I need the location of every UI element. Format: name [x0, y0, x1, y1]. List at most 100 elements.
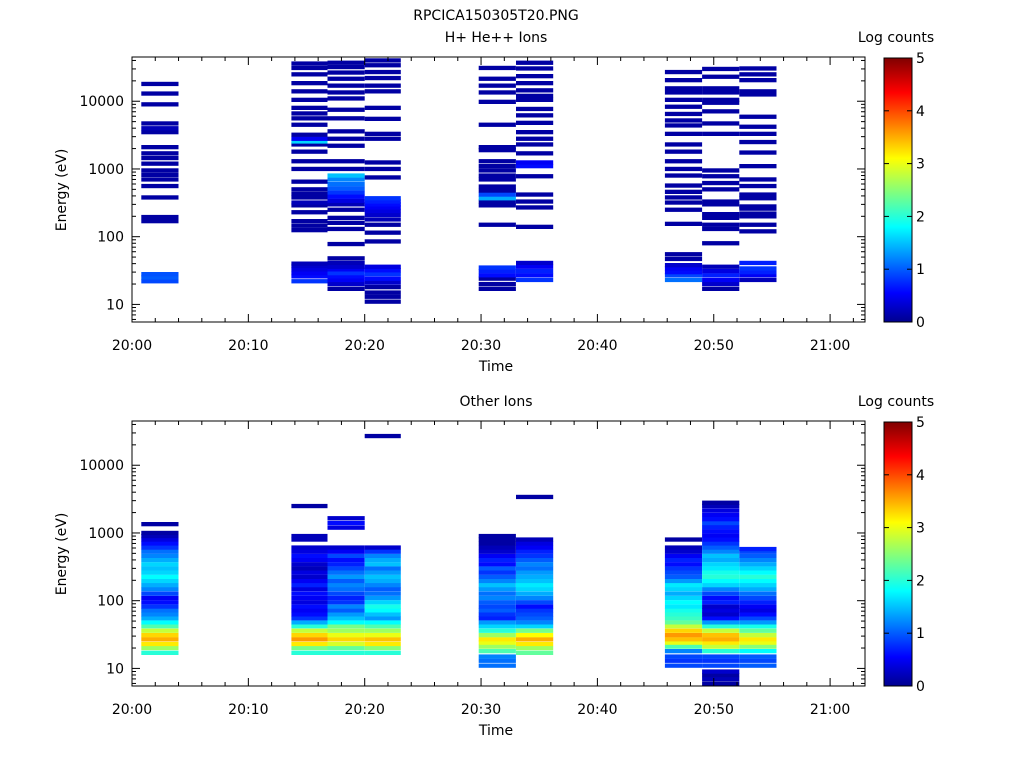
- spectrogram-cell: [364, 557, 401, 563]
- spectrogram-cell: [739, 277, 777, 283]
- spectrogram-cell: [327, 70, 365, 75]
- spectrogram-cell: [664, 78, 703, 83]
- y-tick-label: 100: [97, 230, 124, 246]
- spectrogram-cell: [664, 183, 703, 188]
- spectrogram-cell: [291, 203, 328, 208]
- spectrogram-cell: [327, 83, 365, 88]
- spectrogram-cell: [702, 174, 740, 179]
- spectrogram-cell: [291, 65, 328, 71]
- spectrogram-cell: [291, 81, 328, 86]
- spectrogram-cell: [291, 553, 328, 558]
- spectrogram-cell: [141, 102, 179, 107]
- spectrogram-cell: [478, 562, 516, 567]
- spectrogram-cell: [364, 612, 401, 617]
- spectrogram-cell: [291, 271, 328, 276]
- x-tick-label: 21:00: [810, 338, 850, 354]
- spectrogram-cell: [702, 624, 740, 629]
- spectrogram-cell: [702, 663, 740, 668]
- spectrogram-cell: [364, 89, 401, 94]
- spectrogram-cell: [364, 433, 401, 439]
- panel-title: H+ He++ Ions: [445, 30, 548, 46]
- spectrogram-cell: [364, 222, 401, 227]
- spectrogram-cell: [478, 604, 516, 609]
- spectrogram-cell: [702, 640, 740, 645]
- spectrogram-cell: [478, 148, 516, 153]
- spectrogram-cell: [516, 264, 554, 269]
- spectrogram-cell: [478, 553, 516, 558]
- spectrogram-cell: [327, 226, 365, 232]
- spectrogram-cell: [478, 649, 516, 654]
- spectrogram-cell: [478, 99, 516, 104]
- spectrogram-cell: [702, 226, 740, 232]
- spectrogram-cell: [664, 252, 703, 257]
- spectrogram-cell: [516, 616, 554, 621]
- spectrogram-cell: [702, 241, 740, 246]
- spectrogram-cell: [664, 104, 703, 109]
- colorbar-tick-label: 4: [916, 468, 925, 484]
- spectrogram-cell: [664, 600, 703, 605]
- x-tick-label: 20:00: [112, 702, 152, 718]
- spectrogram-cell: [291, 570, 328, 575]
- spectrogram-cell: [141, 145, 179, 150]
- colorbar-tick-label: 2: [916, 209, 925, 225]
- spectrogram-cell: [327, 198, 365, 203]
- spectrogram-cell: [739, 72, 777, 77]
- spectrogram-cell: [478, 640, 516, 645]
- spectrogram-cell: [664, 566, 703, 571]
- spectrogram-cell: [327, 107, 365, 112]
- spectrogram-cell: [516, 620, 554, 625]
- spectrogram-cell: [478, 658, 516, 663]
- spectrogram-cell: [478, 173, 516, 178]
- spectrogram-cell: [664, 277, 703, 283]
- spectrogram-cell: [664, 131, 703, 136]
- spectrogram-cell: [364, 545, 401, 550]
- spectrogram-cell: [478, 633, 516, 638]
- spectrogram-cell: [478, 654, 516, 659]
- spectrogram-cell: [739, 654, 777, 659]
- spectrogram-cell: [327, 620, 365, 625]
- spectrogram-cell: [664, 637, 703, 642]
- spectrogram-cell: [291, 600, 328, 605]
- spectrogram-cell: [364, 620, 401, 625]
- spectrogram-cell: [516, 199, 554, 204]
- spectrogram-cell: [364, 600, 401, 605]
- spectrogram-cell: [702, 557, 740, 563]
- spectrogram-cell: [291, 545, 328, 550]
- axes: 20:00 20:10 20:20 20:30 20:40 20:50 21:00 10 100…: [79, 57, 865, 354]
- spectrogram-cell: [291, 591, 328, 596]
- spectrogram-cell: [364, 202, 401, 207]
- spectrogram-cells: [141, 433, 777, 686]
- spectrogram-cell: [702, 578, 740, 584]
- spectrogram-cell: [478, 168, 516, 173]
- spectrogram-cell: [664, 587, 703, 592]
- spectrogram-cell: [327, 90, 365, 95]
- spectrogram-cell: [327, 587, 365, 592]
- spectrogram-cell: [327, 159, 365, 164]
- spectrogram-cell: [739, 570, 777, 575]
- spectrogram-cell: [702, 90, 740, 95]
- spectrogram-cell: [364, 196, 401, 201]
- spectrogram-cell: [739, 595, 777, 601]
- spectrogram-cell: [327, 616, 365, 621]
- spectrogram-cell: [478, 145, 516, 150]
- colorbar-tick-label: 5: [916, 415, 925, 431]
- spectrogram-cell: [664, 221, 703, 226]
- spectrogram-cell: [141, 219, 179, 224]
- spectrogram-cell: [291, 587, 328, 592]
- spectrogram-cell: [327, 60, 365, 65]
- spectrogram-cell: [702, 574, 740, 579]
- spectrogram-cell: [516, 60, 554, 65]
- spectrogram-cell: [141, 549, 179, 554]
- spectrogram-cell: [291, 179, 328, 184]
- spectrogram-cell: [141, 587, 179, 592]
- spectrogram-cell: [702, 608, 740, 613]
- spectrogram-cell: [141, 578, 179, 584]
- spectrogram-cell: [664, 570, 703, 575]
- spectrogram-cell: [141, 130, 179, 135]
- spectrogram-cell: [664, 658, 703, 663]
- spectrogram-cell: [141, 553, 179, 558]
- spectrogram-cell: [141, 522, 179, 527]
- spectrogram-cell: [702, 545, 740, 550]
- spectrogram-cell: [327, 281, 365, 287]
